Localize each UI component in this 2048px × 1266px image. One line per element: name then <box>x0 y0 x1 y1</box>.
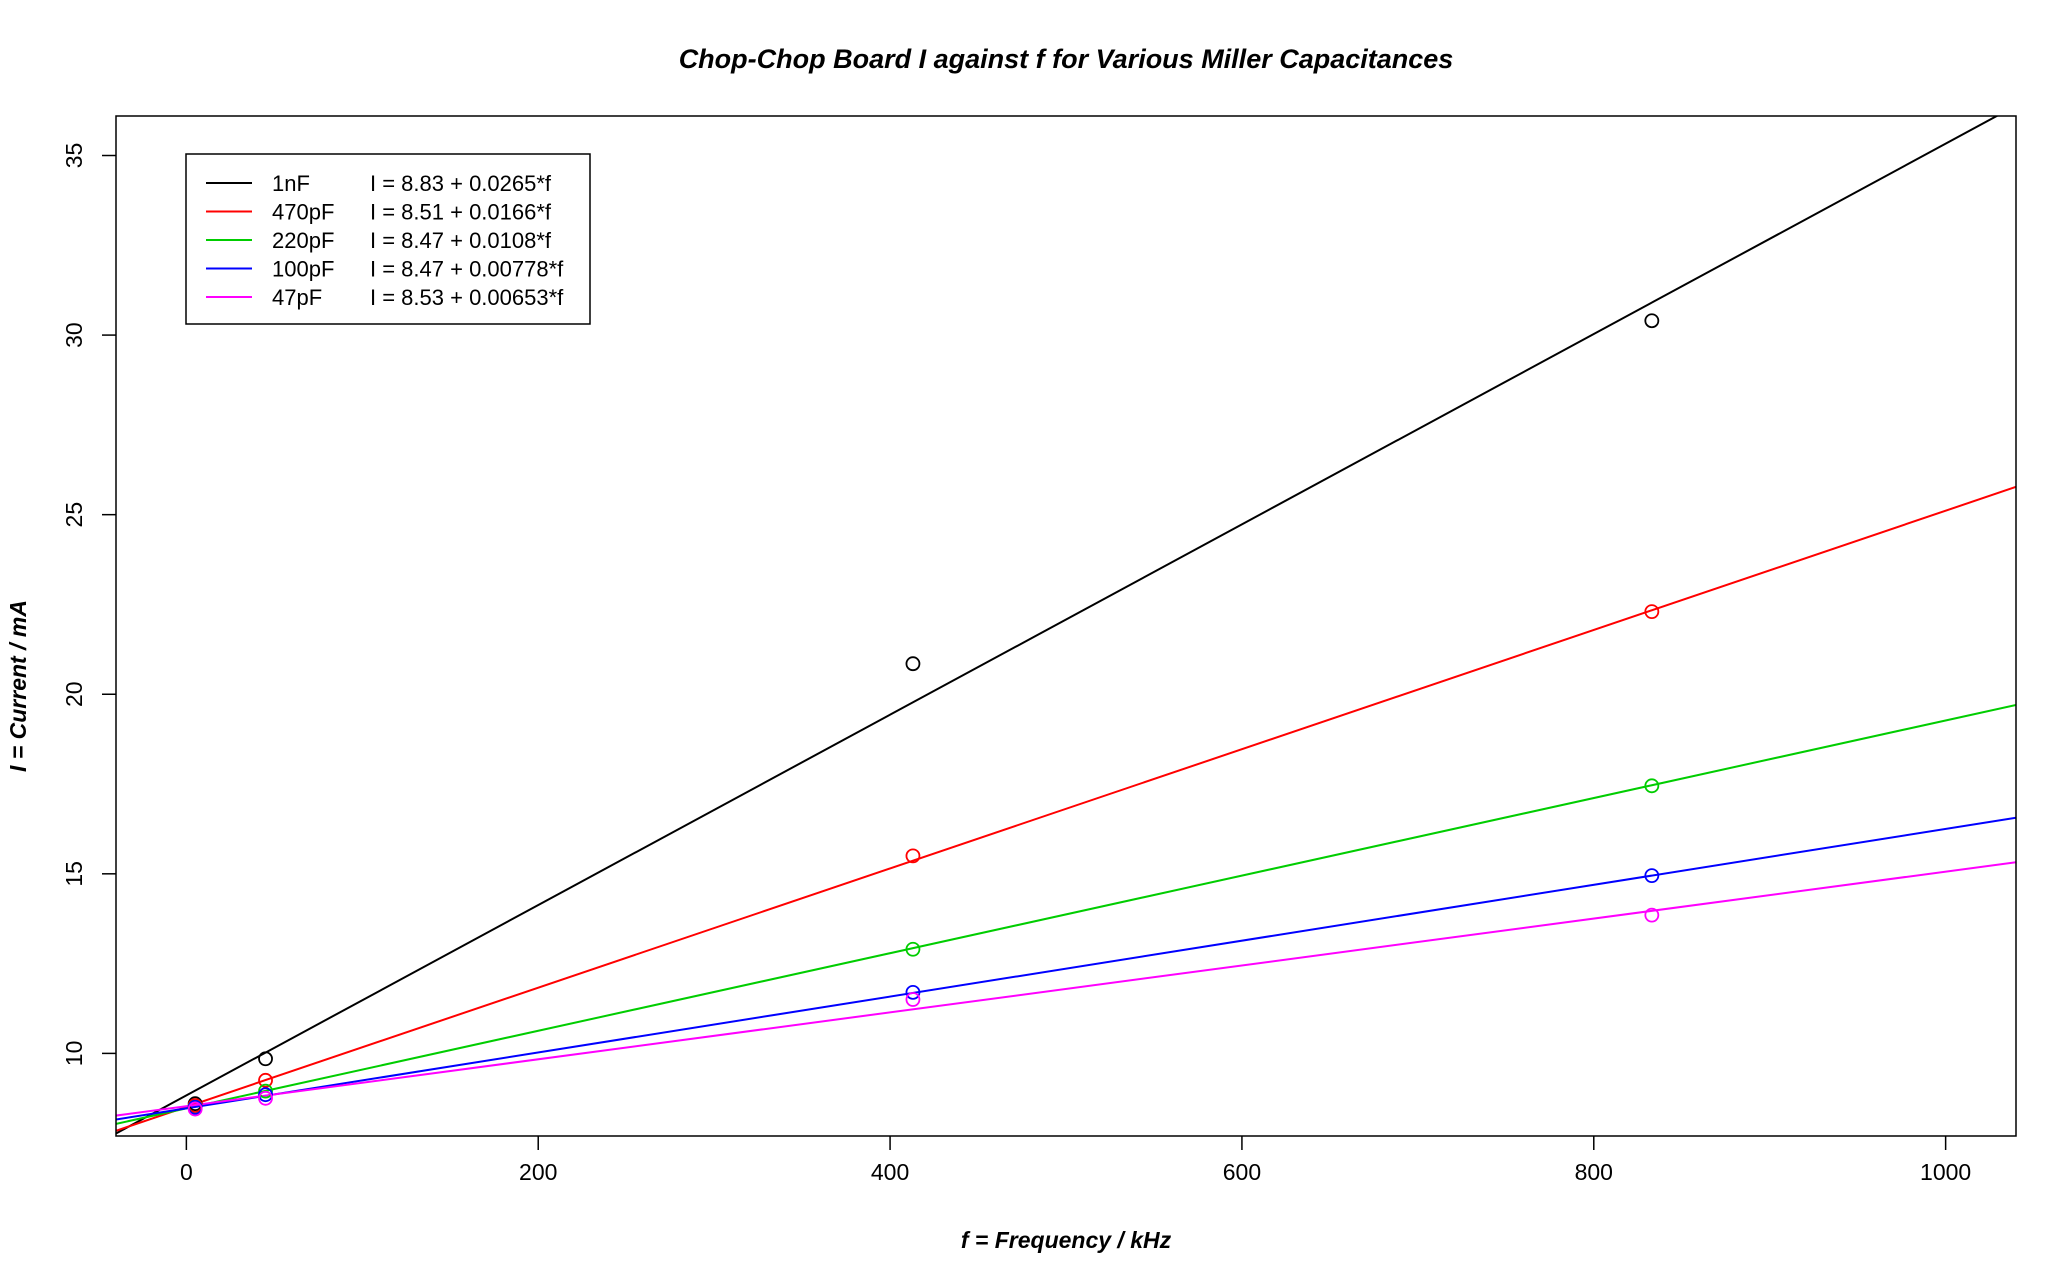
point-1nF-2 <box>905 656 921 672</box>
legend-label-470pF: 470pF <box>272 200 334 225</box>
x-tick-label-0: 0 <box>180 1159 193 1185</box>
point-470pF-2 <box>905 848 921 864</box>
y-axis: 10 15 20 25 30 35 <box>61 143 116 1066</box>
legend-label-100pF: 100pF <box>272 257 334 282</box>
point-470pF-1 <box>258 1072 273 1088</box>
point-47pF-3 <box>1644 907 1660 923</box>
legend-fit-47pF: I = 8.53 + 0.00653*f <box>370 285 564 310</box>
fit-lines <box>116 116 2016 1135</box>
fit-line-220pF <box>116 703 2016 1125</box>
fit-line-1nF <box>116 116 1999 1135</box>
point-100pF-1 <box>258 1087 273 1103</box>
data-points <box>187 313 1660 1117</box>
x-tick-label-1000: 1000 <box>1920 1159 1971 1185</box>
x-tick-label-800: 800 <box>1575 1159 1613 1185</box>
point-470pF-3 <box>1644 604 1660 620</box>
legend-label-47pF: 47pF <box>272 285 322 310</box>
legend-fit-1nF: I = 8.83 + 0.0265*f <box>370 171 552 196</box>
x-tick-label-200: 200 <box>519 1159 557 1185</box>
point-1nF-1 <box>258 1051 273 1067</box>
point-220pF-3 <box>1644 778 1660 794</box>
legend-fit-470pF: I = 8.51 + 0.0166*f <box>370 200 552 225</box>
x-axis-label: f = Frequency / kHz <box>961 1227 1172 1253</box>
point-47pF-2 <box>905 992 921 1007</box>
legend-fit-100pF: I = 8.47 + 0.00778*f <box>370 257 564 282</box>
legend-label-220pF: 220pF <box>272 228 334 253</box>
point-220pF-1 <box>258 1083 273 1099</box>
point-47pF-1 <box>258 1090 273 1106</box>
x-tick-label-400: 400 <box>871 1159 909 1185</box>
y-tick-label-15: 15 <box>61 861 87 887</box>
fit-line-470pF <box>116 485 2016 1132</box>
fit-line-100pF <box>116 816 2016 1121</box>
legend-box <box>185 153 591 325</box>
x-axis: 0 200 400 600 800 1000 <box>180 1136 1971 1185</box>
legend-fit-220pF: I = 8.47 + 0.0108*f <box>370 228 552 253</box>
y-axis-label: I = Current / mA <box>5 600 31 772</box>
plot-frame <box>115 115 2017 1137</box>
point-1nF-3 <box>1644 313 1660 329</box>
legend-label-1nF: 1nF <box>272 171 310 196</box>
point-100pF-3 <box>1644 868 1660 884</box>
point-100pF-2 <box>905 984 921 1000</box>
y-tick-label-35: 35 <box>61 143 87 169</box>
y-tick-label-25: 25 <box>61 502 87 528</box>
fit-line-47pF <box>116 861 2016 1117</box>
chart-title: Chop-Chop Board I against f for Various … <box>679 44 1454 74</box>
y-tick-label-30: 30 <box>61 322 87 348</box>
y-tick-label-20: 20 <box>61 681 87 707</box>
legend: 1nF I = 8.83 + 0.0265*f 470pF I = 8.51 + 0.… <box>185 153 591 325</box>
point-47pF-0 <box>187 1101 203 1117</box>
x-tick-label-600: 600 <box>1223 1159 1261 1185</box>
point-220pF-2 <box>905 941 921 957</box>
y-tick-label-10: 10 <box>61 1041 87 1067</box>
